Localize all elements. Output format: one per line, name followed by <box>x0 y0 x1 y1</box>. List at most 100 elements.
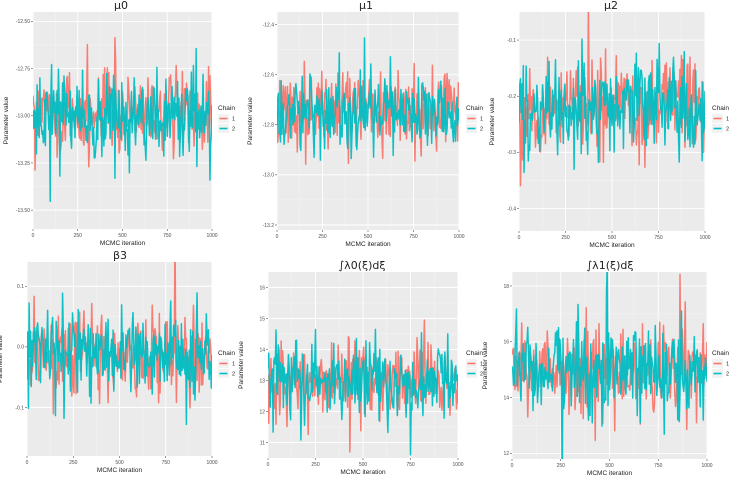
y-tick-label: -0.2 <box>507 94 516 100</box>
x-tick-label: 1000 <box>452 462 463 468</box>
legend: Chain 1 2 <box>712 350 729 378</box>
trace-plot-1: 0 250 500 750 1000 -12.4 -12.6 -12.8 -13.0 -13.2 μ… <box>247 0 483 248</box>
trace-line-chain-2 <box>33 47 212 203</box>
x-tick-label: 750 <box>406 462 415 468</box>
y-tick-label: -13.50 <box>16 208 30 214</box>
x-tick-label: 250 <box>561 235 570 241</box>
x-axis-label: MCMC iteration <box>345 241 391 248</box>
legend-label-chain-2: 2 <box>726 127 729 133</box>
x-tick-label: 1000 <box>699 235 710 241</box>
y-tick-label: -12.8 <box>263 123 275 129</box>
y-tick-label: -13.2 <box>263 223 275 229</box>
y-tick-label: -13.25 <box>16 161 30 167</box>
trace-line-chain-2 <box>268 328 458 456</box>
legend-title: Chain <box>466 350 483 357</box>
x-tick-label: 0 <box>276 234 279 240</box>
y-tick-label: -13.0 <box>263 173 275 179</box>
legend-title: Chain <box>712 350 729 357</box>
legend-label-chain-2: 2 <box>232 127 235 133</box>
legend: Chain 1 2 <box>218 350 235 378</box>
trace-plot-3: 0 250 500 750 1000 0.1 0.0 -0.1 β3 MCMC iteration… <box>0 249 235 474</box>
x-tick-label: 500 <box>364 234 373 240</box>
x-tick-label: 1000 <box>206 233 217 239</box>
legend-title: Chain <box>218 350 235 357</box>
y-tick-label: -0.1 <box>507 38 516 44</box>
y-tick-label: -0.1 <box>15 405 24 411</box>
x-tick-label: 1000 <box>206 460 217 466</box>
legend-label-chain-1: 1 <box>232 362 235 368</box>
y-axis-label: Parameter value <box>238 341 245 389</box>
x-tick-label: 1000 <box>453 234 464 240</box>
legend: Chain 1 2 <box>218 105 235 133</box>
trace-line-chain-2 <box>519 38 705 174</box>
x-axis-label: MCMC iteration <box>97 467 143 474</box>
y-tick-label: 0.0 <box>17 345 24 351</box>
plot-title: μ0 <box>114 0 128 12</box>
plot-title: ∫λ1(ξ)dξ <box>586 259 633 272</box>
legend-label-chain-2: 2 <box>726 372 729 378</box>
y-tick-label: -12.6 <box>263 72 275 78</box>
legend: Chain 1 2 <box>712 105 729 133</box>
legend-label-chain-1: 1 <box>726 117 729 123</box>
x-tick-label: 500 <box>605 463 614 469</box>
trace-plot-2: 0 250 500 750 1000 -0.1 -0.2 -0.3 -0.4 μ2 MCMC ite… <box>489 0 729 249</box>
y-axis-label: Parameter value <box>3 96 10 144</box>
trace-line-chain-2 <box>512 272 707 459</box>
legend-label-chain-2: 2 <box>480 127 483 133</box>
trace-plot-0: 0 250 500 750 1000 -12.50 -12.75 -13.00 -13.25 -1… <box>3 0 235 247</box>
trace-line-chain-2 <box>277 37 459 161</box>
x-axis-label: MCMC iteration <box>589 242 635 249</box>
x-tick-label: 0 <box>267 462 270 468</box>
legend-label-chain-2: 2 <box>480 372 483 378</box>
x-tick-label: 750 <box>163 233 172 239</box>
y-axis-label: Parameter value <box>482 341 489 389</box>
x-axis-label: MCMC iteration <box>587 470 633 477</box>
x-tick-label: 0 <box>32 233 35 239</box>
y-tick-label: 0.1 <box>17 284 24 290</box>
x-tick-label: 250 <box>311 462 320 468</box>
x-tick-label: 500 <box>359 462 368 468</box>
y-tick-label: 14 <box>259 347 265 353</box>
y-tick-label: 16 <box>259 285 265 291</box>
y-axis-label: Parameter value <box>489 97 496 145</box>
y-tick-label: 16 <box>503 340 509 346</box>
x-tick-label: 750 <box>409 234 418 240</box>
x-tick-label: 0 <box>518 235 521 241</box>
legend-title: Chain <box>218 105 235 112</box>
x-tick-label: 500 <box>118 233 127 239</box>
legend-label-chain-1: 1 <box>480 362 483 368</box>
x-tick-label: 750 <box>654 235 663 241</box>
x-tick-label: 0 <box>26 460 29 466</box>
y-tick-label: 15 <box>259 316 265 322</box>
y-tick-label: -12.50 <box>16 19 30 25</box>
legend: Chain 1 2 <box>466 105 483 133</box>
legend-title: Chain <box>712 105 729 112</box>
y-tick-label: 18 <box>503 284 509 290</box>
legend: Chain 1 2 <box>466 350 483 378</box>
y-tick-label: -12.4 <box>263 22 275 28</box>
y-tick-label: -0.4 <box>507 206 516 212</box>
x-tick-label: 0 <box>511 463 514 469</box>
y-tick-label: 13 <box>259 378 265 384</box>
x-tick-label: 750 <box>654 463 663 469</box>
legend-label-chain-1: 1 <box>480 117 483 123</box>
trace-line-chain-2 <box>27 292 212 426</box>
x-axis-label: MCMC iteration <box>100 240 146 247</box>
x-tick-label: 500 <box>115 460 124 466</box>
plot-title: β3 <box>113 249 127 262</box>
y-tick-label: 12 <box>503 451 509 457</box>
legend-label-chain-2: 2 <box>232 372 235 378</box>
plot-title: μ1 <box>359 0 373 12</box>
plot-title: μ2 <box>604 0 618 12</box>
y-axis-label: Parameter value <box>247 97 254 145</box>
y-tick-label: -12.75 <box>16 66 30 72</box>
y-axis-label: Parameter value <box>0 335 4 383</box>
plot-title: ∫λ0(ξ)dξ <box>338 259 385 272</box>
x-tick-label: 1000 <box>701 463 712 469</box>
y-tick-label: 12 <box>259 409 265 415</box>
x-axis-label: MCMC iteration <box>340 469 386 476</box>
x-tick-label: 250 <box>318 234 327 240</box>
